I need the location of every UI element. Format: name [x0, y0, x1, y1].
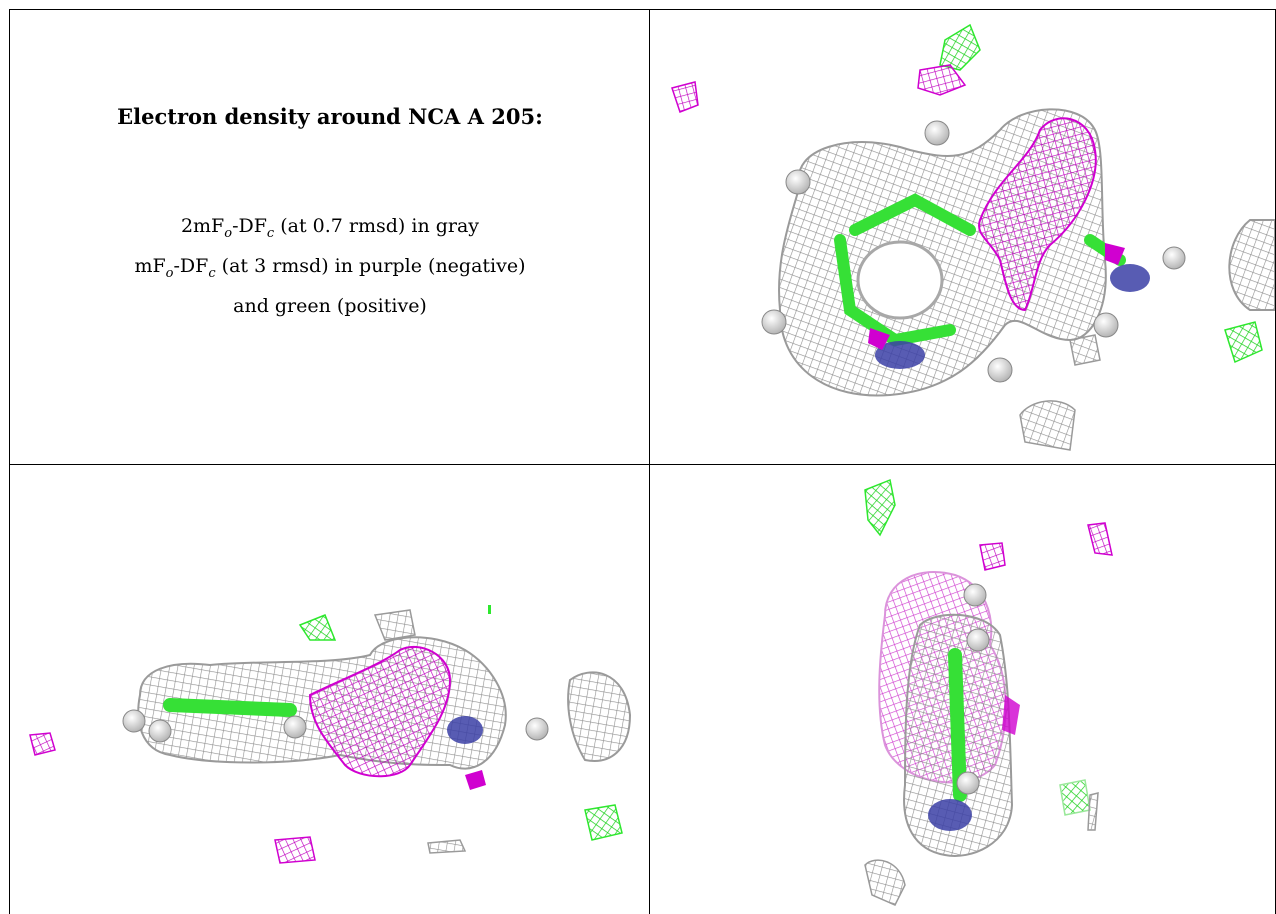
figure-grid: Electron density around NCA A 205: 2mFo-… [9, 9, 1276, 914]
density-view-end [650, 465, 1275, 914]
positive-speck [488, 605, 491, 614]
gray-blob-bottom [864, 859, 906, 906]
middle-border [9, 464, 1276, 465]
hydrogen-atoms [761, 120, 1186, 383]
positive-blob-right [1224, 321, 1263, 364]
top-border [9, 9, 1276, 10]
hydrogen-atoms [122, 709, 549, 743]
negative-blob-right [1087, 522, 1113, 556]
gray-blob-bottom [1019, 400, 1076, 451]
density-render-side [29, 605, 632, 864]
positive-blob-right [584, 804, 623, 841]
gray-blob-small [1069, 334, 1101, 366]
negative-density-mesh [308, 645, 452, 778]
negative-blob-top [917, 64, 967, 96]
legend-line-colors: and green (positive) [233, 294, 427, 317]
legend-text: 2mFo-DFc (at 0.7 rmsd) in gray mFo-DFc (… [10, 210, 649, 322]
negative-density-mesh [978, 117, 1097, 312]
caption-panel: Electron density around NCA A 205: 2mFo-… [10, 10, 649, 464]
legend-line-2fofc: 2mFo-DFc (at 0.7 rmsd) in gray [180, 215, 480, 241]
green-ring-bonds [948, 648, 967, 802]
negative-blob-left [671, 81, 699, 113]
negative-blob-top [979, 542, 1006, 571]
gray-blob-small [1087, 792, 1099, 831]
positive-blob-top [864, 478, 896, 537]
negative-blob-side [1002, 695, 1020, 735]
gray-cap-right [567, 671, 632, 762]
center-border [649, 9, 650, 914]
negative-blob-side [1105, 243, 1125, 265]
hydrogen-atoms [956, 583, 990, 795]
ring-hole [856, 240, 944, 320]
negative-blob-small [465, 770, 486, 790]
legend-line-fofc: mFo-DFc (at 3 rmsd) in purple (negative) [134, 254, 526, 281]
positive-blob-top [298, 614, 337, 641]
gray-blob-top [373, 609, 416, 641]
negative-blob-bottom [274, 836, 316, 864]
nitrogen-atom-side [1110, 264, 1150, 292]
gray-cap-right [1228, 219, 1275, 311]
left-border [9, 9, 10, 914]
positive-blob-faint [1059, 779, 1091, 816]
figure-title: Electron density around NCA A 205: [117, 104, 543, 129]
green-ring-bonds [163, 698, 297, 717]
negative-blob-left [29, 732, 56, 756]
gray-blob-bottom [427, 839, 467, 854]
negative-blob-small [868, 328, 890, 350]
density-view-top [650, 10, 1275, 464]
density-render-top [671, 23, 1275, 451]
nitrogen-atom [447, 716, 483, 744]
density-render-end [864, 478, 1113, 906]
nitrogen-atom [928, 799, 972, 831]
nitrogen-atom-ring [875, 341, 925, 369]
density-view-side [10, 465, 649, 914]
positive-blob-top [939, 23, 981, 71]
